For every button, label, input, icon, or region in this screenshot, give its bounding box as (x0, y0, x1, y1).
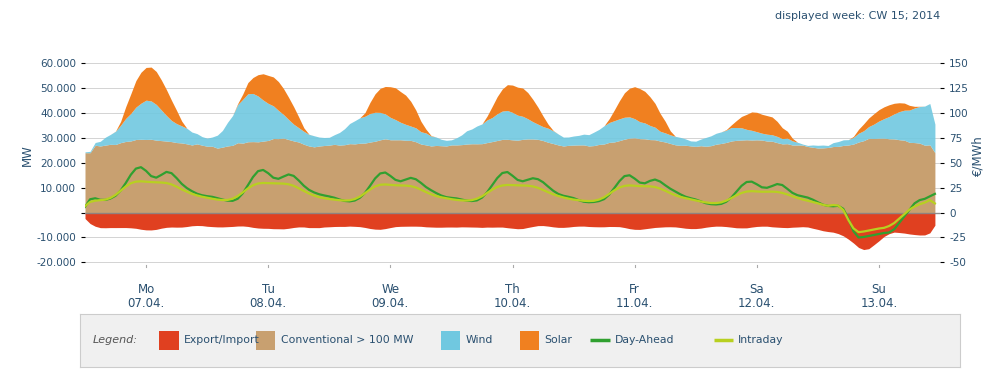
Text: Wind: Wind (465, 335, 493, 345)
Bar (159, 331, 179, 350)
Text: 09.04.: 09.04. (372, 297, 409, 310)
Text: Sa: Sa (749, 283, 764, 296)
Text: 08.04.: 08.04. (250, 297, 287, 310)
Y-axis label: MW: MW (20, 144, 33, 166)
Y-axis label: €/MWh: €/MWh (972, 135, 985, 175)
Text: Legend:: Legend: (93, 335, 138, 345)
Text: Day-Ahead: Day-Ahead (615, 335, 675, 345)
Text: Su: Su (871, 283, 886, 296)
Bar (256, 331, 275, 350)
Text: 10.04.: 10.04. (494, 297, 531, 310)
Text: Mo: Mo (137, 283, 155, 296)
Text: 12.04.: 12.04. (738, 297, 775, 310)
Text: Export/Import: Export/Import (184, 335, 260, 345)
Text: Conventional > 100 MW: Conventional > 100 MW (281, 335, 413, 345)
Text: displayed week: CW 15; 2014: displayed week: CW 15; 2014 (775, 11, 940, 21)
Text: Solar: Solar (545, 335, 573, 345)
Text: Tu: Tu (262, 283, 275, 296)
Text: Th: Th (505, 283, 520, 296)
Text: We: We (381, 283, 399, 296)
Bar (520, 331, 539, 350)
Text: 13.04.: 13.04. (860, 297, 898, 310)
Text: 11.04.: 11.04. (616, 297, 653, 310)
Text: Intraday: Intraday (738, 335, 784, 345)
Text: 07.04.: 07.04. (127, 297, 165, 310)
Text: Fr: Fr (629, 283, 640, 296)
Bar (441, 331, 460, 350)
